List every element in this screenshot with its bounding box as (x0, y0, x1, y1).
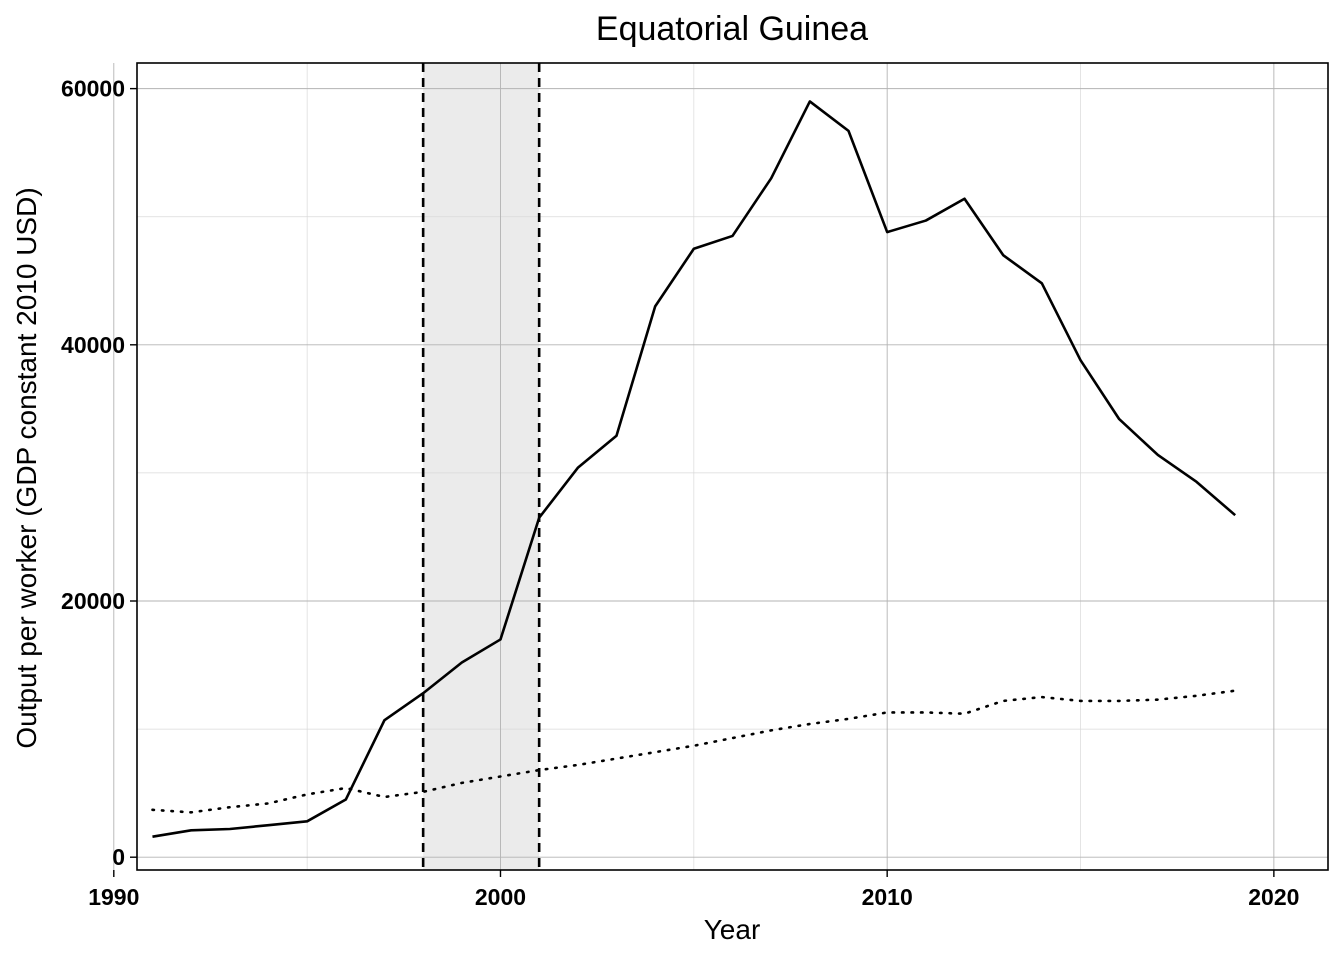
x-tick-label: 2010 (862, 884, 913, 910)
chart-title: Equatorial Guinea (596, 10, 868, 48)
plot-area: 1990 2000 2010 2020 0 20000 40000 60000 (61, 62, 1329, 910)
y-axis-title: Output per worker (GDP constant 2010 USD… (11, 187, 42, 748)
x-tick-label: 2020 (1248, 884, 1299, 910)
y-tick-label: 40000 (61, 332, 125, 358)
y-tick-label: 20000 (61, 588, 125, 614)
shaded-period (423, 63, 540, 870)
plot-border (136, 62, 1329, 871)
x-tick-label: 1990 (88, 884, 139, 910)
y-tick-label: 60000 (61, 76, 125, 102)
series-line-dotted (151, 689, 1237, 814)
x-tick-label: 2000 (475, 884, 526, 910)
x-axis-title: Year (704, 914, 761, 945)
y-tick-label: 0 (112, 844, 125, 870)
series-line-solid (152, 100, 1237, 838)
